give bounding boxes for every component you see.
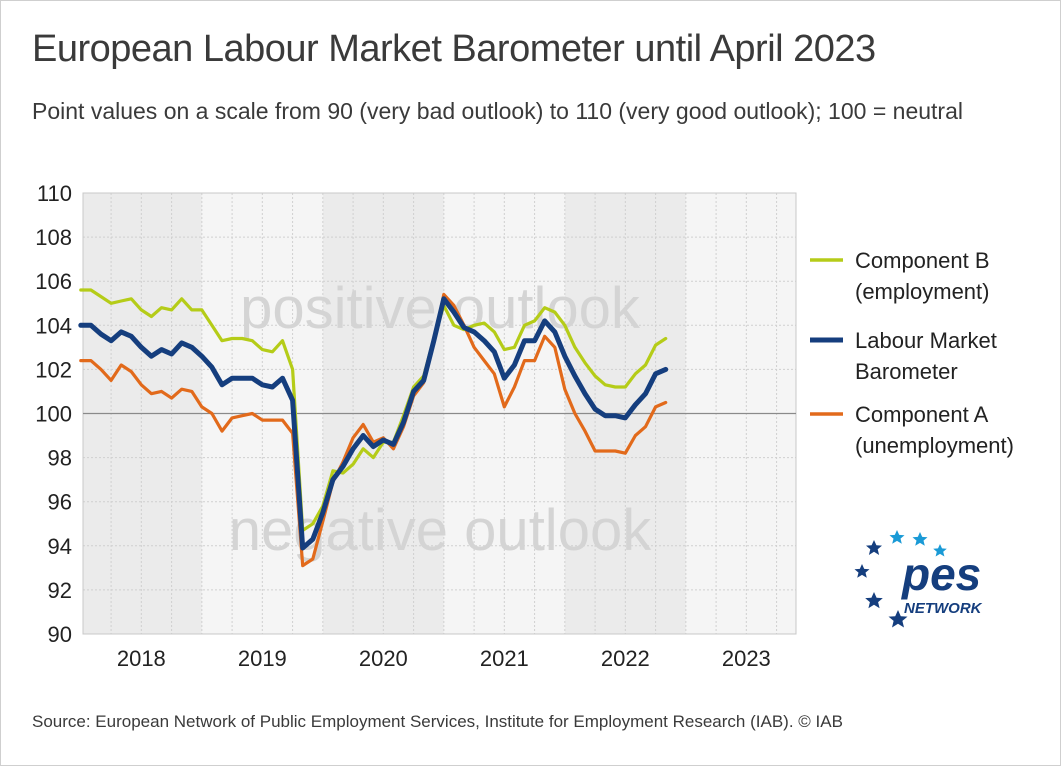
y-tick-label: 98	[48, 446, 72, 471]
y-tick-label: 106	[35, 269, 72, 294]
y-tick-label: 110	[37, 181, 72, 206]
legend-label: Barometer	[855, 359, 958, 384]
legend-label: Component B	[855, 248, 990, 273]
x-tick-label: 2020	[359, 646, 408, 671]
y-tick-label: 100	[35, 402, 72, 427]
source-note: Source: European Network of Public Emplo…	[32, 712, 843, 731]
y-tick-label: 92	[48, 578, 72, 603]
annotation-negative: negative outlook	[229, 498, 652, 563]
legend-label: (employment)	[855, 279, 989, 304]
x-tick-label: 2023	[722, 646, 771, 671]
logo-subtext: NETWORK	[904, 600, 983, 617]
x-tick-label: 2019	[238, 646, 287, 671]
pes-network-logo: pes NETWORK	[854, 530, 983, 628]
legend-label: Labour Market	[855, 328, 997, 353]
chart-subtitle: Point values on a scale from 90 (very ba…	[32, 98, 963, 124]
chart-title: European Labour Market Barometer until A…	[32, 28, 876, 70]
y-tick-label: 102	[35, 357, 72, 382]
star-ring-icon	[854, 530, 947, 628]
legend-label: (unemployment)	[855, 433, 1014, 458]
legend-label: Component A	[855, 402, 989, 427]
series-line-component-a	[79, 292, 668, 568]
y-tick-label: 108	[35, 225, 72, 250]
y-tick-label: 94	[48, 534, 72, 559]
y-tick-label: 96	[48, 490, 72, 515]
series-line-component-b	[79, 288, 668, 533]
x-tick-label: 2021	[480, 646, 529, 671]
logo-text: pes	[900, 548, 981, 600]
y-tick-label: 90	[48, 622, 72, 647]
y-tick-label: 104	[35, 313, 72, 338]
x-tick-label: 2022	[601, 646, 650, 671]
series-line-barometer	[78, 296, 669, 551]
x-tick-label: 2018	[117, 646, 166, 671]
